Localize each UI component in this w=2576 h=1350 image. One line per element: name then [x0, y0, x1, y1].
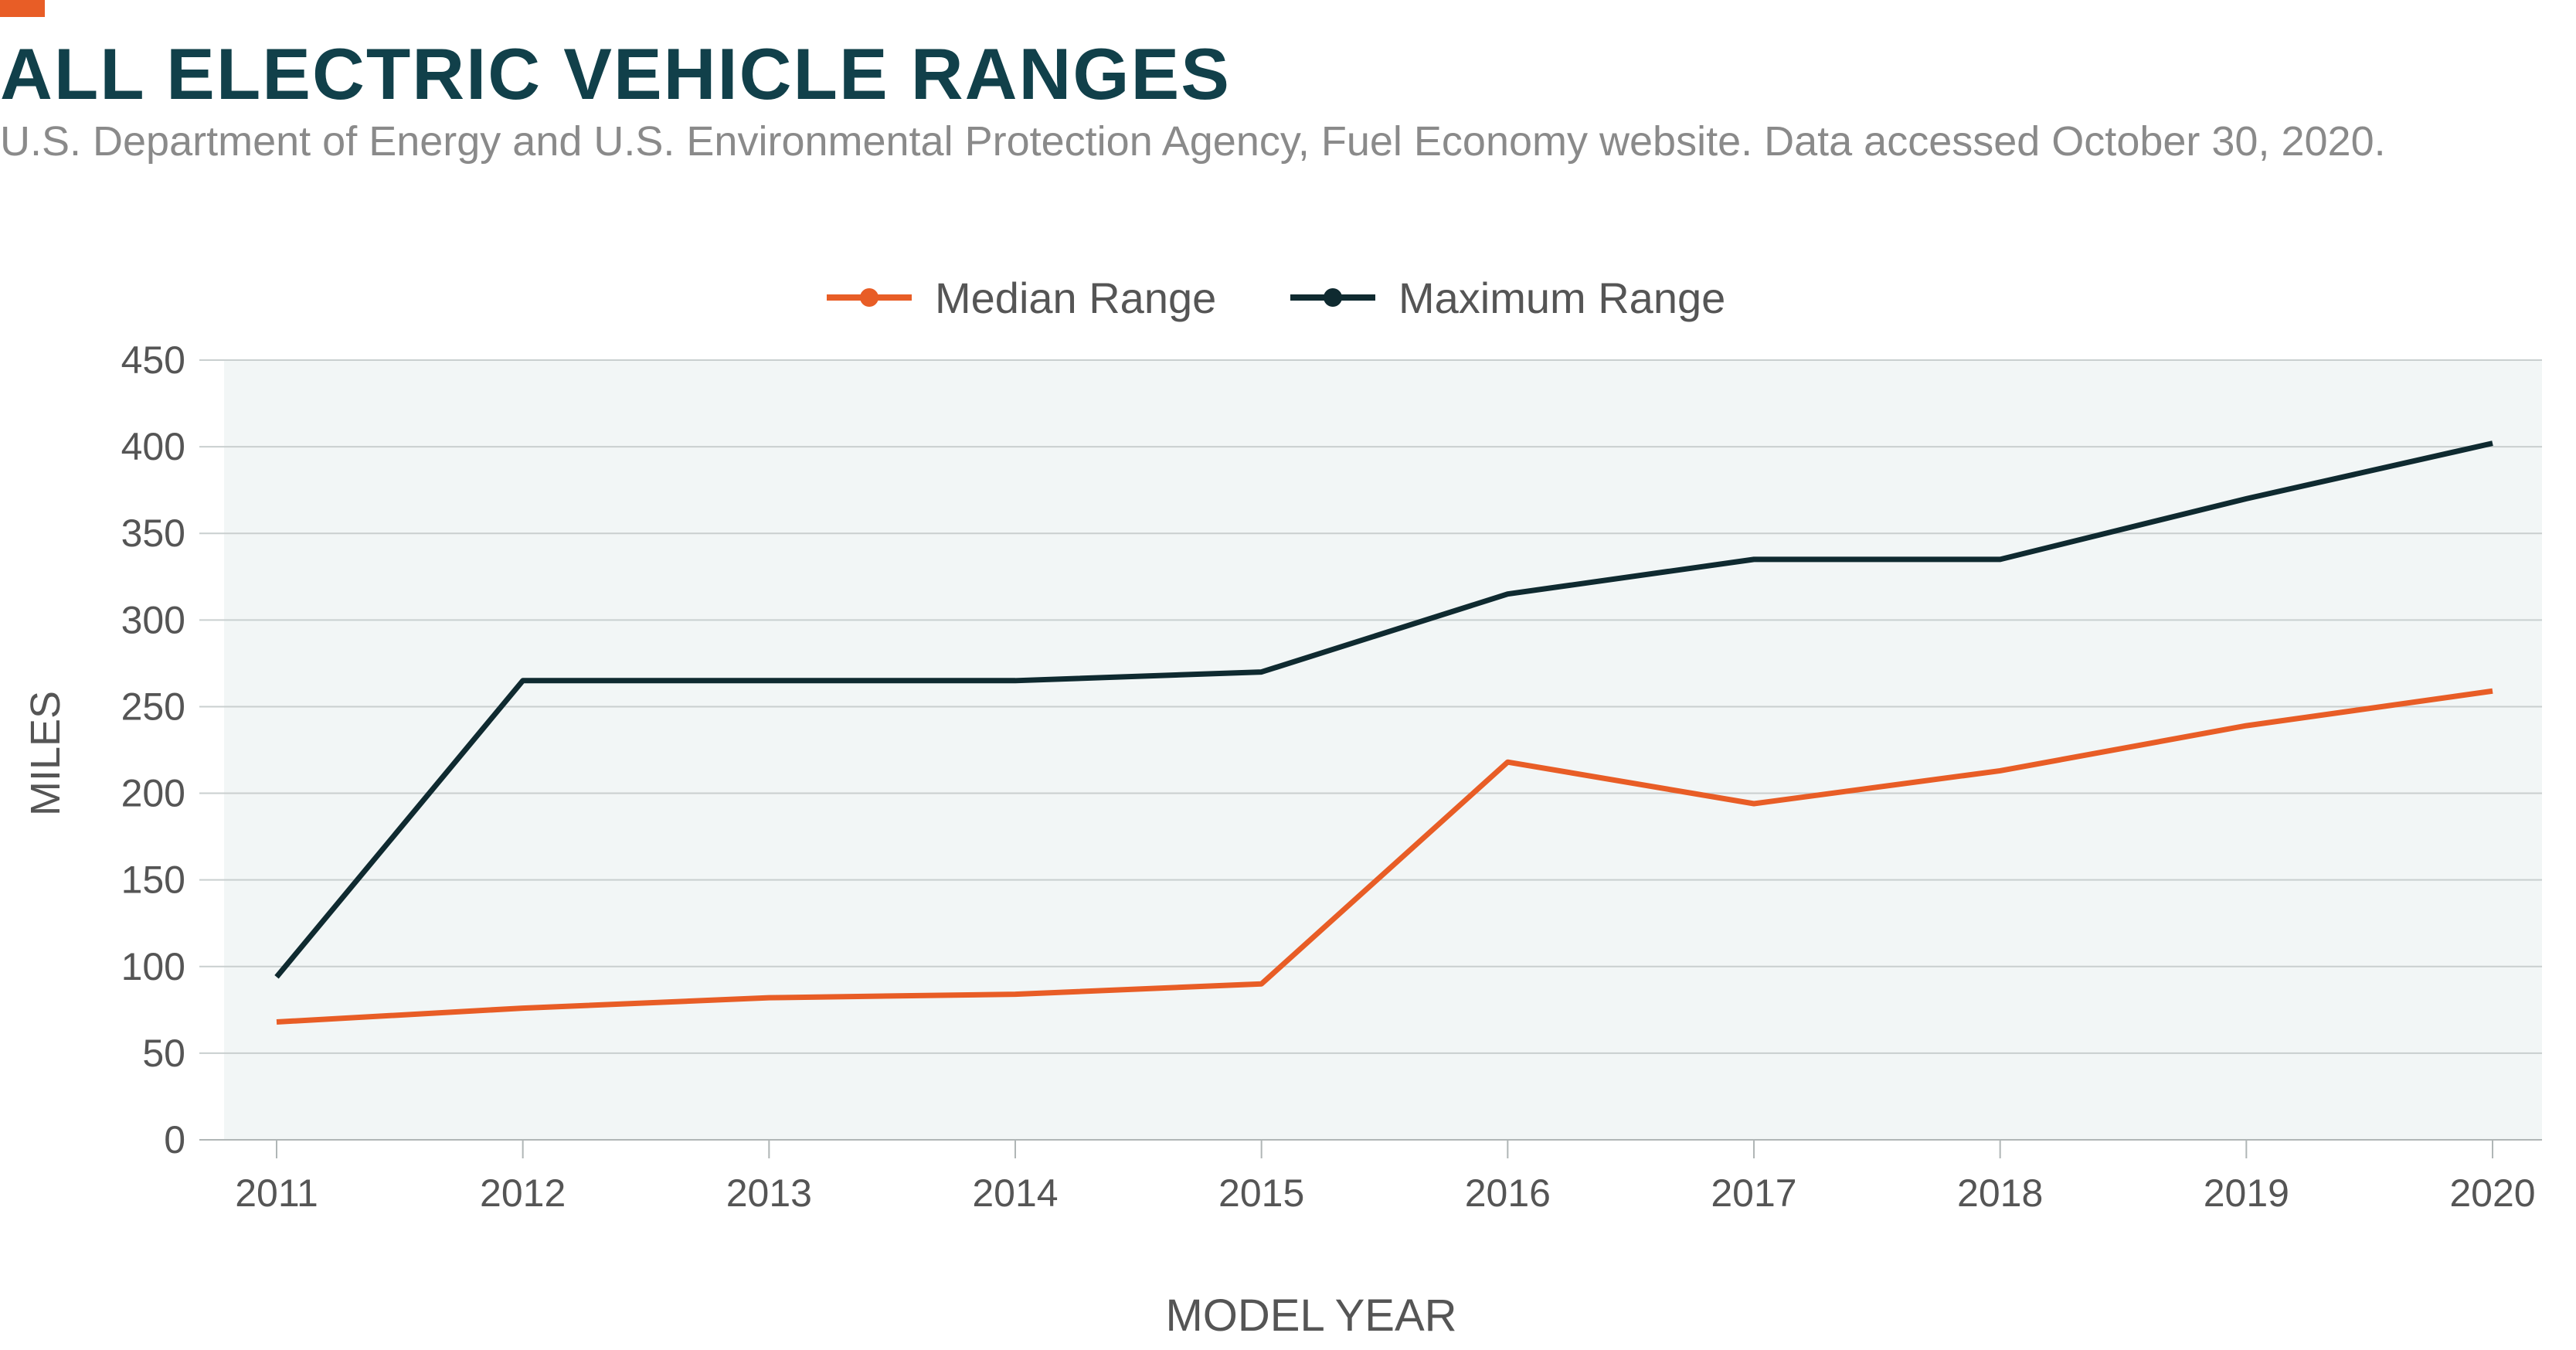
x-tick-label: 2014 — [972, 1171, 1058, 1215]
x-tick-label: 2015 — [1218, 1171, 1304, 1215]
gridlines — [199, 359, 2542, 1141]
series-lines — [274, 440, 2493, 1025]
accent-bar — [0, 0, 45, 17]
x-tick-label: 2016 — [1465, 1171, 1551, 1215]
y-tick-label: 250 — [121, 685, 185, 728]
legend: Median Range Maximum Range — [827, 274, 1725, 322]
y-tick-label: 450 — [121, 338, 185, 382]
y-tick-label: 0 — [164, 1118, 185, 1161]
y-tick-label: 100 — [121, 945, 185, 988]
x-tick-label: 2011 — [235, 1171, 318, 1215]
y-tick-label: 350 — [121, 512, 185, 555]
legend-item-maximum: Maximum Range — [1290, 274, 1725, 322]
legend-item-median: Median Range — [827, 274, 1216, 322]
y-tick-label: 200 — [121, 772, 185, 815]
x-tick-label: 2018 — [1957, 1171, 2043, 1215]
x-axis-label: MODEL YEAR — [1165, 1290, 1456, 1341]
y-tick-label: 400 — [121, 425, 185, 468]
x-axis-ticks: 2011 2012 2013 2014 2015 2016 2017 2018 2019 2020 — [235, 1140, 2536, 1215]
x-tick-label: 2017 — [1711, 1171, 1796, 1215]
y-tick-label: 150 — [121, 859, 185, 902]
series-line-median — [276, 688, 2493, 1025]
legend-dot-marker — [860, 288, 878, 307]
y-tick-label: 50 — [142, 1032, 185, 1075]
x-tick-label: 2012 — [480, 1171, 566, 1215]
chart-title: ALL ELECTRIC VEHICLE RANGES — [0, 33, 1231, 114]
legend-label: Maximum Range — [1398, 274, 1725, 322]
legend-dot-marker — [1324, 288, 1342, 307]
x-tick-label: 2013 — [726, 1171, 812, 1215]
y-tick-label: 300 — [121, 598, 185, 641]
chart-source-subtitle: U.S. Department of Energy and U.S. Envir… — [0, 118, 2386, 165]
y-axis-label: MILES — [22, 691, 69, 816]
y-axis-ticks: 0 50 100 150 200 250 300 350 400 450 — [121, 338, 185, 1161]
plot-area — [224, 360, 2542, 1140]
x-tick-label: 2019 — [2204, 1171, 2289, 1215]
legend-label: Median Range — [935, 274, 1216, 322]
x-tick-label: 2020 — [2449, 1171, 2535, 1215]
series-line-maximum — [274, 440, 2493, 979]
